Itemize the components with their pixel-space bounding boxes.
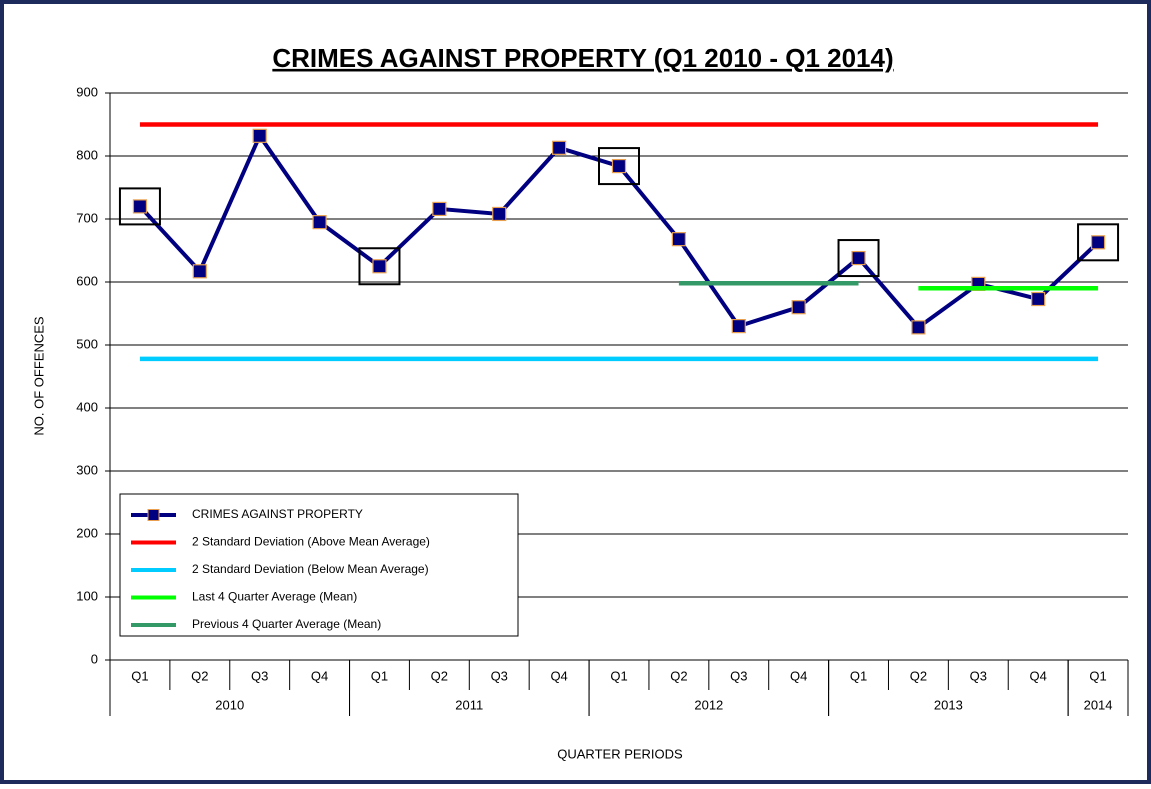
x-tick-label: Q3 [730,668,747,683]
legend-label: Previous 4 Quarter Average (Mean) [192,617,381,631]
highlight-box [598,147,640,186]
y-axis-label: NO. OF OFFENCES [31,316,46,436]
y-tick-label: 0 [91,651,98,666]
x-tick-label: Q3 [251,668,268,683]
y-tick-label: 400 [76,399,98,414]
data-marker [671,232,686,247]
year-label: 2010 [215,697,244,712]
data-marker [911,320,926,335]
legend-box [119,493,519,637]
year-label: 2013 [934,697,963,712]
y-tick-label: 600 [76,273,98,288]
data-marker [492,206,507,222]
y-tick-label: 300 [76,462,98,477]
x-tick-label: Q2 [670,668,687,683]
y-tick-label: 200 [76,525,98,540]
legend-marker [147,509,160,521]
x-tick-label: Q2 [191,668,208,683]
highlight-box [837,239,880,278]
y-tick-label: 700 [76,210,98,225]
data-marker [312,215,327,230]
chart-title: CRIMES AGAINST PROPERTY (Q1 2010 - Q1 20… [272,43,893,73]
legend-label: 2 Standard Deviation (Above Mean Average… [192,535,430,549]
x-tick-label: Q1 [610,668,627,683]
data-marker [1090,235,1106,250]
data-marker [851,250,866,266]
y-tick-label: 800 [76,147,98,162]
year-label: 2012 [694,697,723,712]
data-marker [252,128,267,143]
year-label: 2014 [1084,697,1113,712]
x-tick-label: Q4 [1030,668,1047,683]
x-tick-label: Q4 [790,668,807,683]
legend-label: Last 4 Quarter Average (Mean) [192,590,357,604]
data-marker [372,259,387,274]
highlight-box [1077,223,1120,262]
data-marker [1031,291,1046,307]
y-tick-label: 900 [76,84,98,99]
x-tick-label: Q2 [431,668,448,683]
data-marker [611,158,627,174]
year-label: 2011 [455,697,483,712]
data-marker [791,300,806,315]
data-marker [192,264,207,279]
x-tick-label: Q1 [131,668,148,683]
x-tick-label: Q1 [1089,668,1106,683]
y-tick-label: 100 [76,588,98,603]
x-tick-label: Q4 [550,668,567,683]
x-axis-label: QUARTER PERIODS [557,746,683,761]
y-tick-label: 500 [76,336,98,351]
data-marker [731,319,746,334]
highlight-box [118,187,161,226]
data-marker [552,140,567,155]
data-marker [432,201,447,217]
legend-label: 2 Standard Deviation (Below Mean Average… [192,562,429,576]
x-tick-label: Q3 [491,668,508,683]
x-tick-label: Q1 [371,668,388,683]
highlight-box [358,247,401,286]
data-marker [132,199,148,214]
x-tick-label: Q3 [970,668,987,683]
x-tick-label: Q1 [850,668,867,683]
x-tick-label: Q4 [311,668,328,683]
legend-label: CRIMES AGAINST PROPERTY [192,507,363,521]
x-tick-label: Q2 [910,668,927,683]
